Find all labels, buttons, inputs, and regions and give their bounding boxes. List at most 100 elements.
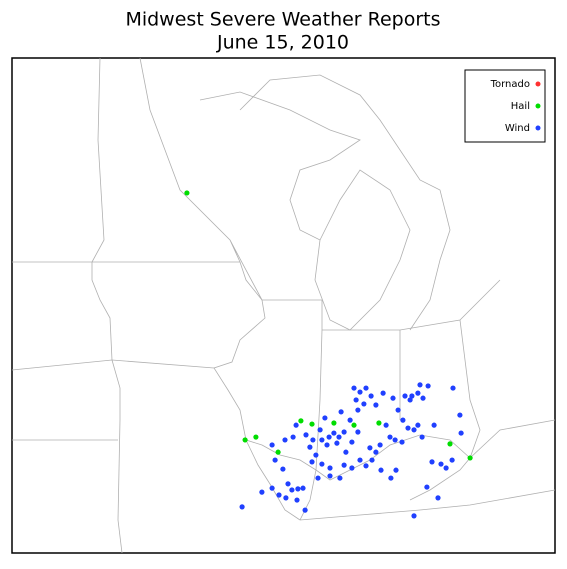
report-point [419,434,425,440]
points [184,190,473,519]
report-point [368,393,374,399]
report-point [319,437,325,443]
report-point [285,481,291,487]
report-point [341,462,347,468]
report-point [415,390,421,396]
report-point [369,457,375,463]
legend: Tornado Hail Wind [490,79,541,134]
legend-box [464,69,546,143]
report-point [313,452,319,458]
report-point [449,457,455,463]
report-point [429,459,435,465]
report-point [355,407,361,413]
report-point [373,449,379,455]
report-point [272,457,278,463]
report-point [310,437,316,443]
report-point [363,463,369,469]
report-point [336,434,342,440]
report-point [276,492,282,498]
legend-marker [535,125,541,131]
report-point [334,440,340,446]
report-point [343,449,349,455]
report-point [242,437,248,443]
report-point [431,422,437,428]
report-point [405,425,411,431]
report-point [361,401,367,407]
report-point [443,465,449,471]
report-point [387,434,393,440]
report-point [300,485,306,491]
report-point [315,475,321,481]
report-point [390,395,396,401]
report-point [283,495,289,501]
basemap [11,57,556,554]
report-point [326,434,332,440]
report-point [309,421,315,427]
report-point [392,437,398,443]
report-point [319,461,325,467]
report-point [424,484,430,490]
report-point [411,513,417,519]
report-point [349,439,355,445]
report-point [338,409,344,415]
report-point [383,422,389,428]
report-point [282,437,288,443]
report-point [351,385,357,391]
report-point [331,420,337,426]
report-point [357,457,363,463]
legend-marker [535,81,541,87]
report-point [259,489,265,495]
report-point [298,418,304,424]
report-point [280,466,286,472]
legend-marker [535,103,541,109]
report-point [409,393,415,399]
report-point [395,407,401,413]
report-point [411,427,417,433]
report-point [415,422,421,428]
report-point [341,429,347,435]
chart-subtitle: June 15, 2010 [216,32,349,54]
report-point [327,465,333,471]
report-point [380,390,386,396]
report-point [400,417,406,423]
report-point [269,442,275,448]
report-point [322,415,328,421]
report-point [302,507,308,513]
report-point [388,475,394,481]
report-point [378,467,384,473]
report-point [377,442,383,448]
report-point [349,465,355,471]
legend-label: Hail [511,101,530,112]
report-point [275,449,281,455]
chart-title: Midwest Severe Weather Reports [125,9,440,31]
report-point [357,389,363,395]
report-point [363,385,369,391]
report-point [307,444,313,450]
report-point [420,395,426,401]
report-point [435,495,441,501]
report-point [417,382,423,388]
report-point [184,190,190,196]
report-point [295,486,301,492]
report-point [317,427,323,433]
report-point [294,497,300,503]
report-point [393,467,399,473]
report-point [324,442,330,448]
report-point [309,459,315,465]
report-point [289,487,295,493]
report-point [407,397,413,403]
report-point [239,504,245,510]
report-point [327,473,333,479]
report-point [402,393,408,399]
report-point [376,420,382,426]
legend-label: Tornado [490,79,530,90]
report-point [438,461,444,467]
report-point [303,432,309,438]
report-point [457,412,463,418]
report-point [331,430,337,436]
report-point [399,439,405,445]
report-point [337,475,343,481]
legend-label: Wind [505,123,530,134]
